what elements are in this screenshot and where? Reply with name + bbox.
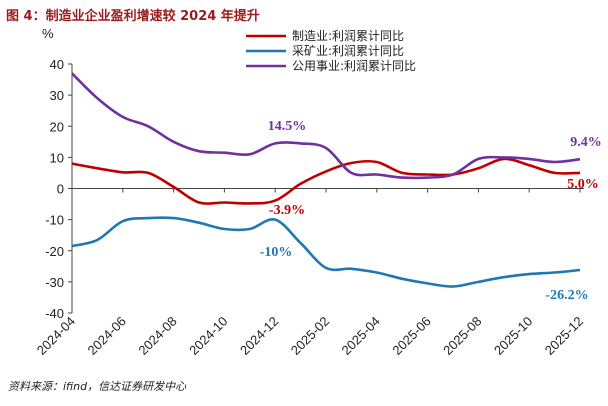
data-label: -26.2% — [545, 288, 588, 303]
series-layer — [71, 72, 581, 288]
y-tick-label: 20 — [50, 119, 64, 134]
data-labels: 14.5% 9.4% -3.9% 5.0% -10% -26.2% — [260, 119, 602, 303]
series-line-utilities — [71, 72, 581, 180]
x-tick-label: 2025-02 — [288, 314, 332, 358]
legend-label-utilities: 公用事业:利润累计同比 — [292, 59, 416, 73]
data-label: 9.4% — [570, 135, 602, 150]
y-tick-label: 40 — [50, 57, 64, 72]
y-tick-label: 30 — [50, 88, 64, 103]
y-tick-label: 10 — [50, 150, 64, 165]
x-tick-label: 2025-04 — [339, 314, 383, 358]
x-tick-label: 2025-10 — [491, 314, 535, 358]
y-tick-label: -20 — [45, 244, 64, 259]
series-line-manufacturing — [71, 157, 581, 205]
chart-title: 图 4：制造业企业盈利增速较 2024 年提升 — [6, 9, 260, 24]
x-tick-label: 2024-12 — [237, 314, 281, 358]
x-tick-label: 2025-12 — [542, 314, 586, 358]
legend-label-mining: 采矿业:利润累计同比 — [292, 44, 404, 58]
data-label: -3.9% — [269, 203, 305, 218]
data-label: -10% — [260, 245, 293, 260]
x-tick-label: 2024-10 — [186, 314, 230, 358]
y-axis-label: % — [42, 26, 54, 41]
x-tick-label: 2024-08 — [135, 314, 179, 358]
x-tick-label: 2025-08 — [440, 314, 484, 358]
y-tick-label: 0 — [57, 182, 64, 197]
source-note: 资料来源：ifind，信达证券研发中心 — [8, 380, 187, 393]
x-tick-label: 2024-06 — [85, 314, 129, 358]
data-label: 14.5% — [268, 119, 307, 134]
legend-label-manufacturing: 制造业:利润累计同比 — [292, 29, 404, 43]
y-tick-label: -40 — [45, 306, 64, 321]
y-tick-label: -30 — [45, 275, 64, 290]
series-line-mining — [71, 216, 581, 288]
y-tick-label: -10 — [45, 213, 64, 228]
data-label: 5.0% — [567, 177, 599, 192]
x-tick-label: 2025-06 — [389, 314, 433, 358]
